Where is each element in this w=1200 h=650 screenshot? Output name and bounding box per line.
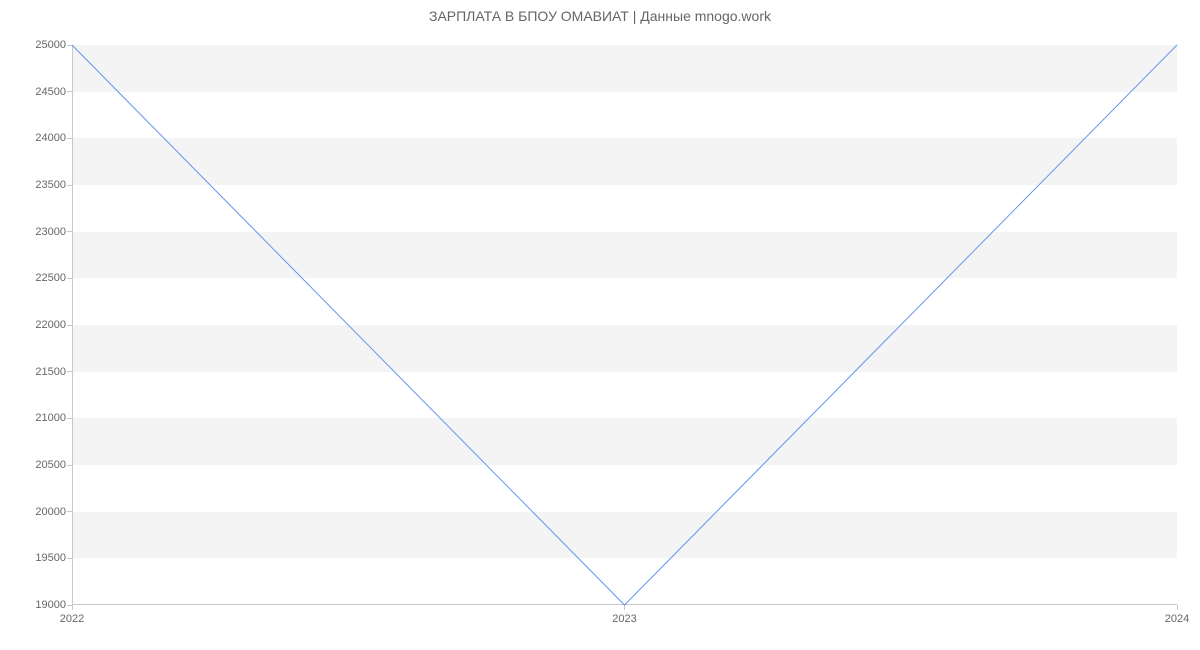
series-line bbox=[72, 45, 1177, 605]
line-layer bbox=[72, 45, 1177, 605]
y-tick-label: 24500 bbox=[35, 86, 66, 98]
y-tick-label: 21000 bbox=[35, 412, 66, 424]
y-tick-label: 25000 bbox=[35, 39, 66, 51]
x-tick-label: 2024 bbox=[1165, 613, 1189, 625]
y-tick-label: 23500 bbox=[35, 179, 66, 191]
y-tick-label: 19500 bbox=[35, 552, 66, 564]
y-tick-label: 23000 bbox=[35, 226, 66, 238]
y-tick-label: 22500 bbox=[35, 272, 66, 284]
y-tick-label: 22000 bbox=[35, 319, 66, 331]
chart-title: ЗАРПЛАТА В БПОУ ОМАВИАТ | Данные mnogo.w… bbox=[0, 8, 1200, 24]
y-tick-label: 19000 bbox=[35, 599, 66, 611]
x-tick-mark bbox=[72, 605, 73, 610]
y-tick-label: 20000 bbox=[35, 506, 66, 518]
x-tick-mark bbox=[624, 605, 625, 610]
y-tick-label: 20500 bbox=[35, 459, 66, 471]
salary-line-chart: ЗАРПЛАТА В БПОУ ОМАВИАТ | Данные mnogo.w… bbox=[0, 0, 1200, 650]
x-tick-label: 2023 bbox=[612, 613, 636, 625]
x-tick-mark bbox=[1177, 605, 1178, 610]
plot-area: 1900019500200002050021000215002200022500… bbox=[72, 45, 1177, 605]
x-tick-label: 2022 bbox=[60, 613, 84, 625]
y-tick-label: 24000 bbox=[35, 132, 66, 144]
y-tick-label: 21500 bbox=[35, 366, 66, 378]
